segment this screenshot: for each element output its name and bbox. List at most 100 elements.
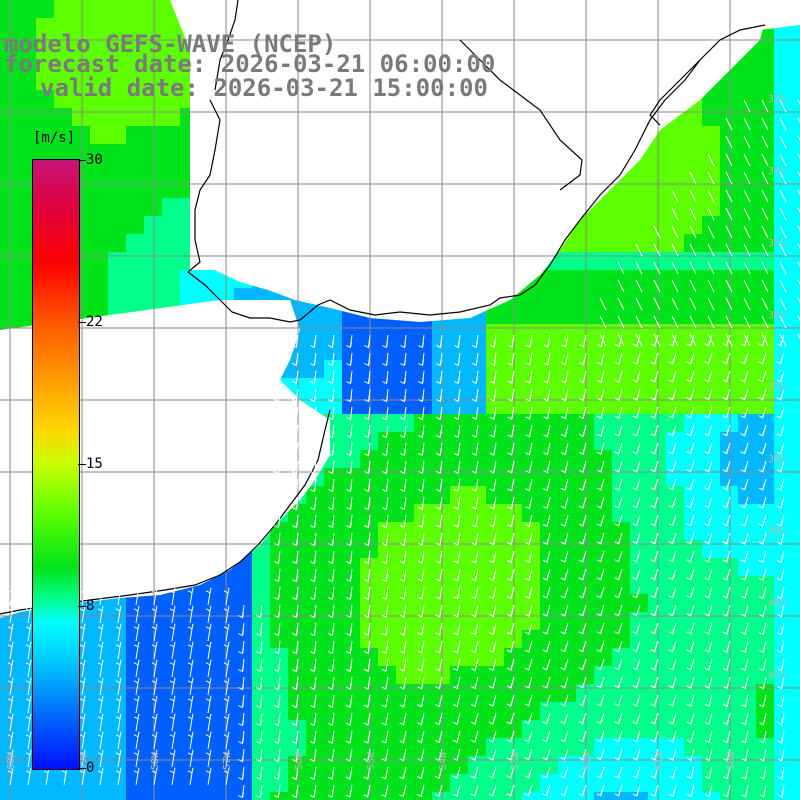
speed-cell: [594, 432, 612, 450]
speed-cell: [594, 792, 612, 800]
forecast-date: forecast date: 2026-03-21 06:00:00: [4, 50, 496, 78]
speed-cell: [0, 126, 18, 144]
speed-cell: [36, 126, 54, 144]
speed-cell: [396, 792, 414, 800]
speed-cell: [774, 378, 792, 396]
valid-date: valid date: 2026-03-21 15:00:00: [40, 74, 488, 102]
colorbar: [32, 159, 80, 770]
speed-cell: [90, 126, 108, 144]
speed-cell: [414, 450, 432, 468]
speed-cell: [342, 486, 360, 504]
speed-cell: [648, 234, 666, 252]
speed-cell: [72, 72, 90, 90]
speed-cell: [360, 432, 378, 450]
speed-cell: [774, 36, 792, 54]
speed-cell: [108, 90, 126, 108]
speed-cell: [90, 288, 108, 306]
speed-cell: [738, 306, 756, 324]
speed-cell: [414, 486, 432, 504]
speed-cell: [684, 306, 702, 324]
speed-cell: [738, 162, 756, 180]
speed-cell: [792, 540, 800, 558]
speed-cell: [540, 414, 558, 432]
speed-cell: [72, 108, 90, 126]
speed-cell: [162, 252, 180, 270]
speed-cell: [378, 450, 396, 468]
speed-cell: [792, 702, 800, 720]
speed-cell: [702, 378, 720, 396]
longitude-label: 57W: [222, 751, 233, 770]
speed-cell: [558, 432, 576, 450]
speed-cell: [162, 792, 180, 800]
speed-cell: [774, 126, 792, 144]
speed-cell: [792, 198, 800, 216]
colorbar-tick-label: 0: [86, 760, 95, 776]
speed-cell: [666, 360, 684, 378]
speed-cell: [612, 414, 630, 432]
speed-cell: [450, 432, 468, 450]
speed-cell: [414, 378, 432, 396]
speed-cell: [666, 198, 684, 216]
speed-cell: [90, 792, 108, 800]
speed-cell: [756, 72, 774, 90]
speed-cell: [630, 162, 648, 180]
speed-cell: [540, 360, 558, 378]
speed-cell: [612, 792, 630, 800]
speed-cell: [702, 360, 720, 378]
speed-cell: [612, 486, 630, 504]
speed-cell: [108, 270, 126, 288]
speed-cell: [666, 450, 684, 468]
speed-cell: [702, 288, 720, 306]
longitude-label: 52W: [582, 751, 593, 770]
speed-cell: [504, 450, 522, 468]
speed-cell: [72, 90, 90, 108]
speed-cell: [162, 774, 180, 792]
speed-cell: [162, 234, 180, 252]
speed-cell: [144, 774, 162, 792]
speed-cell: [702, 108, 720, 126]
speed-cell: [756, 90, 774, 108]
speed-cell: [630, 180, 648, 198]
speed-cell: [504, 414, 522, 432]
speed-cell: [198, 270, 216, 288]
speed-cell: [378, 360, 396, 378]
speed-cell: [126, 162, 144, 180]
speed-cell: [0, 72, 18, 90]
speed-cell: [612, 216, 630, 234]
speed-cell: [738, 360, 756, 378]
speed-cell: [18, 90, 36, 108]
speed-cell: [0, 0, 18, 18]
speed-cell: [306, 504, 324, 522]
speed-cell: [72, 792, 90, 800]
speed-cell: [738, 54, 756, 72]
speed-cell: [720, 126, 738, 144]
speed-cell: [144, 216, 162, 234]
speed-cell: [792, 558, 800, 576]
speed-cell: [0, 90, 18, 108]
speed-cell: [792, 180, 800, 198]
speed-cell: [630, 486, 648, 504]
speed-cell: [594, 216, 612, 234]
speed-cell: [18, 270, 36, 288]
speed-cell: [558, 360, 576, 378]
speed-cell: [774, 216, 792, 234]
speed-cell: [756, 450, 774, 468]
longitude-label: 53W: [510, 751, 521, 770]
speed-cell: [432, 360, 450, 378]
speed-cell: [90, 198, 108, 216]
speed-cell: [648, 360, 666, 378]
speed-cell: [756, 144, 774, 162]
speed-cell: [792, 792, 800, 800]
speed-cell: [558, 450, 576, 468]
speed-cell: [108, 234, 126, 252]
speed-cell: [126, 198, 144, 216]
speed-cell: [342, 360, 360, 378]
latitude-label: 38S: [768, 454, 786, 465]
speed-cell: [666, 792, 684, 800]
speed-cell: [702, 234, 720, 252]
speed-cell: [396, 360, 414, 378]
speed-cell: [792, 522, 800, 540]
speed-cell: [684, 414, 702, 432]
speed-cell: [396, 342, 414, 360]
